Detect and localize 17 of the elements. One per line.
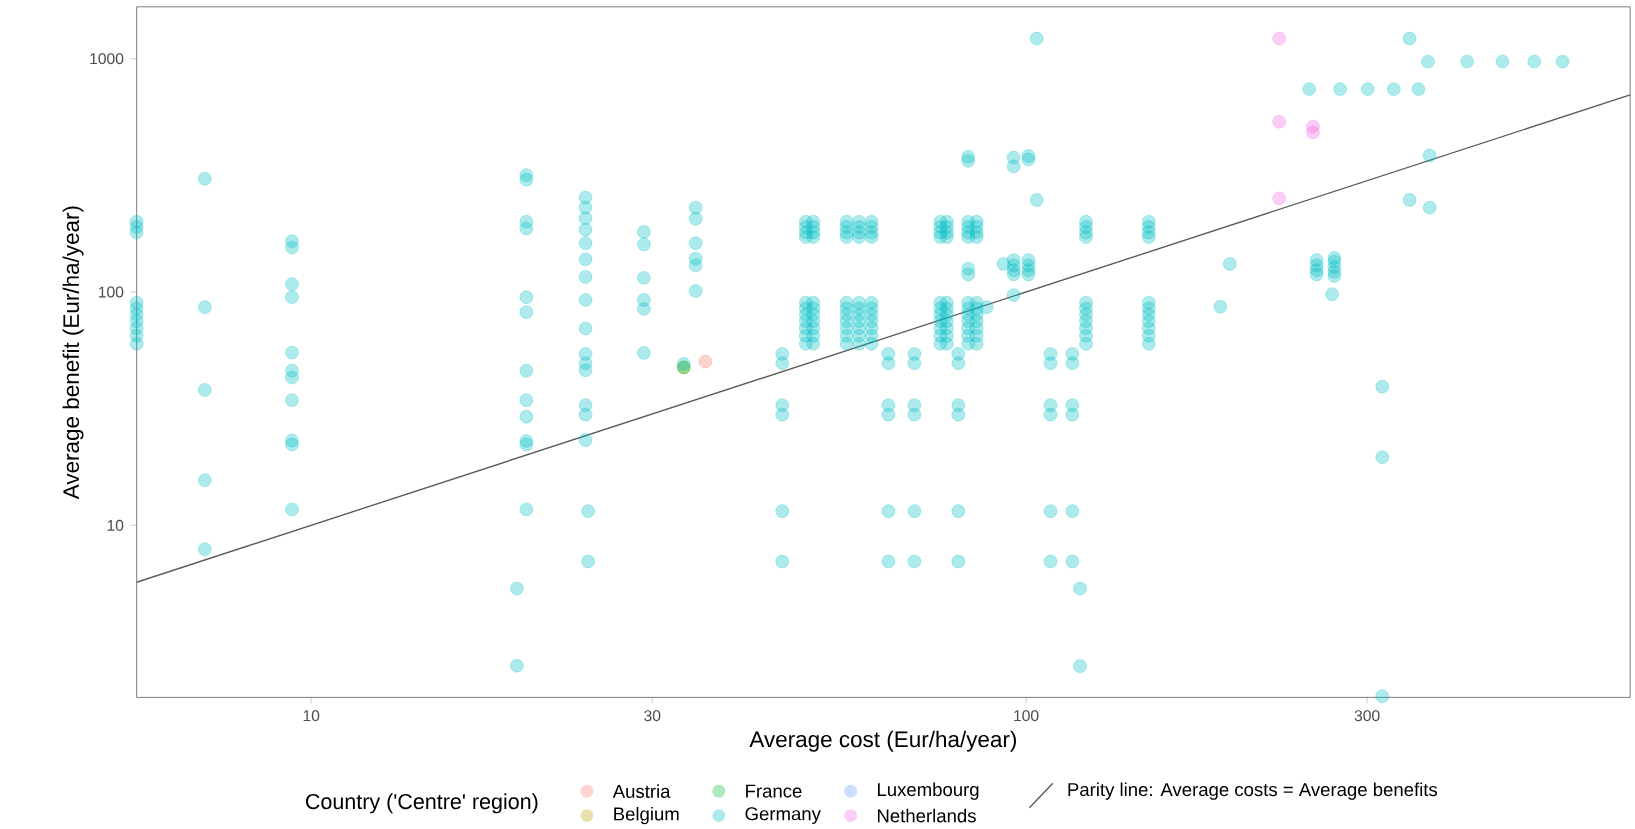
legend-label: France — [746, 784, 802, 798]
legend-title: Country ('Centre' region) — [306, 793, 538, 814]
x-tick-label: 300 — [1354, 710, 1380, 722]
y-tick-label: 10 — [107, 519, 124, 531]
legend-label: Belgium — [614, 806, 679, 825]
legend-label: Netherlands — [877, 808, 976, 823]
x-tick-label: 10 — [303, 710, 320, 722]
y-tick-label: 100 — [99, 286, 124, 298]
y-tick-label: 1000 — [90, 53, 124, 65]
x-tick-label: 30 — [644, 710, 661, 722]
legend-label: Parity line: Average costs = Average benefits — [1068, 782, 1438, 800]
x-tick-label: 100 — [1014, 710, 1039, 722]
x-axis-title: Average cost (Eur/ha/year) — [749, 730, 1016, 752]
y-axis-title: Average benefit (Eur/ha/year) — [62, 206, 84, 500]
legend-label: Luxembourg — [877, 782, 979, 800]
legend-label: Germany — [745, 807, 821, 824]
legend-label: Austria — [612, 784, 671, 798]
